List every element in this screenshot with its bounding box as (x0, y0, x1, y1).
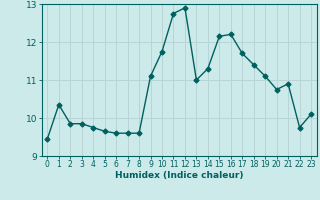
X-axis label: Humidex (Indice chaleur): Humidex (Indice chaleur) (115, 171, 244, 180)
